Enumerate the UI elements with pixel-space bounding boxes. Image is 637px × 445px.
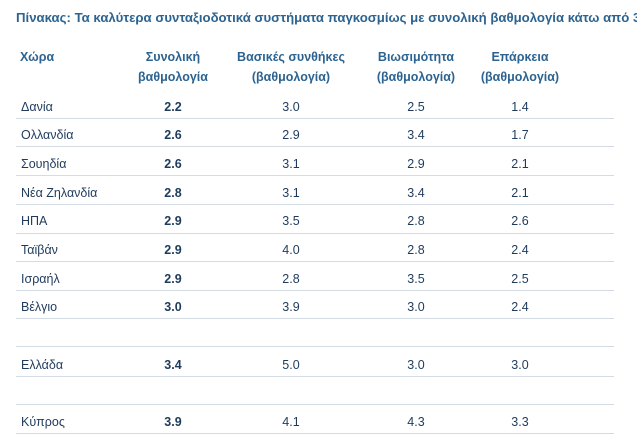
cell-country: Κύπρος <box>21 415 65 429</box>
table-row: Νέα Ζηλανδία 2.8 3.1 3.4 2.1 <box>0 185 637 211</box>
cell-basic: 3.1 <box>282 157 300 171</box>
row-divider <box>16 261 614 262</box>
cell-basic: 3.9 <box>282 300 300 314</box>
table-row: Ελλάδα 3.4 5.0 3.0 3.0 <box>0 357 637 383</box>
header-sustainability-line1: Βιωσιμότητα <box>377 50 455 64</box>
cell-sustainability: 2.8 <box>407 243 425 257</box>
cell-basic: 3.0 <box>282 100 300 114</box>
cell-country: Ελλάδα <box>21 358 64 372</box>
cell-country: Ταϊβάν <box>21 243 58 257</box>
cell-basic: 3.5 <box>282 214 300 228</box>
table-row: Ταϊβάν 2.9 4.0 2.8 2.4 <box>0 242 637 268</box>
cell-basic: 3.1 <box>282 186 300 200</box>
row-divider <box>16 318 614 319</box>
cell-country: Δανία <box>21 100 53 114</box>
header-adequacy: Επάρκεια (βαθμολογία) <box>470 47 570 87</box>
cell-basic: 2.9 <box>282 128 300 142</box>
row-divider <box>16 118 614 119</box>
header-country-label: Χώρα <box>20 50 55 64</box>
cell-adequacy: 1.4 <box>511 100 529 114</box>
cell-total: 2.9 <box>164 243 182 257</box>
cell-basic: 5.0 <box>282 358 300 372</box>
row-divider <box>16 233 614 234</box>
cell-sustainability: 3.4 <box>407 186 425 200</box>
cell-sustainability: 3.0 <box>407 358 425 372</box>
cell-country: Νέα Ζηλανδία <box>21 186 98 200</box>
cell-adequacy: 2.1 <box>511 186 529 200</box>
cell-sustainability: 3.5 <box>407 272 425 286</box>
table-row: Ισραήλ 2.9 2.8 3.5 2.5 <box>0 271 637 297</box>
cell-adequacy: 3.3 <box>511 415 529 429</box>
cell-total: 3.4 <box>164 358 182 372</box>
cell-adequacy: 2.1 <box>511 157 529 171</box>
header-sustainability: Βιωσιμότητα (βαθμολογία) <box>360 47 472 87</box>
table-row: Ολλανδία 2.6 2.9 3.4 1.7 <box>0 127 637 153</box>
cell-total: 2.8 <box>164 186 182 200</box>
cell-country: Ισραήλ <box>21 272 60 286</box>
row-divider <box>16 433 614 434</box>
row-divider <box>16 346 614 347</box>
header-total: Συνολική βαθμολογία <box>128 47 218 87</box>
row-divider <box>16 175 614 176</box>
cell-sustainability: 2.5 <box>407 100 425 114</box>
row-divider <box>16 290 614 291</box>
cell-total: 2.6 <box>164 157 182 171</box>
cell-total: 2.6 <box>164 128 182 142</box>
row-divider <box>16 376 614 377</box>
cell-basic: 4.0 <box>282 243 300 257</box>
row-divider <box>16 204 614 205</box>
header-basic-line1: Βασικές συνθήκες <box>237 50 345 64</box>
header-adequacy-line2: (βαθμολογία) <box>480 70 560 84</box>
cell-country: Σουηδία <box>21 157 67 171</box>
cell-total: 2.9 <box>164 272 182 286</box>
row-divider <box>16 146 614 147</box>
table-header: Χώρα Συνολική βαθμολογία Βασικές συνθήκε… <box>0 47 637 87</box>
cell-adequacy: 2.5 <box>511 272 529 286</box>
cell-adequacy: 2.4 <box>511 300 529 314</box>
cell-sustainability: 2.9 <box>407 157 425 171</box>
cell-sustainability: 2.8 <box>407 214 425 228</box>
cell-basic: 4.1 <box>282 415 300 429</box>
table-title: Πίνακας: Τα καλύτερα συνταξιοδοτικά συστ… <box>16 10 637 25</box>
header-total-line1: Συνολική <box>145 50 201 64</box>
header-basic: Βασικές συνθήκες (βαθμολογία) <box>222 47 360 87</box>
row-divider <box>16 404 614 405</box>
cell-country: Βέλγιο <box>21 300 58 314</box>
header-sustainability-line2: (βαθμολογία) <box>376 70 456 84</box>
cell-sustainability: 3.0 <box>407 300 425 314</box>
header-basic-line2: (βαθμολογία) <box>251 70 331 84</box>
cell-adequacy: 2.6 <box>511 214 529 228</box>
table-row: Δανία 2.2 3.0 2.5 1.4 <box>0 99 637 125</box>
cell-total: 2.9 <box>164 214 182 228</box>
header-total-line2: βαθμολογία <box>138 70 208 84</box>
table-row: Κύπρος 3.9 4.1 4.3 3.3 <box>0 414 637 440</box>
table-row: Βέλγιο 3.0 3.9 3.0 2.4 <box>0 299 637 325</box>
table-row: ΗΠΑ 2.9 3.5 2.8 2.6 <box>0 213 637 239</box>
cell-basic: 2.8 <box>282 272 300 286</box>
cell-adequacy: 3.0 <box>511 358 529 372</box>
cell-total: 3.9 <box>164 415 182 429</box>
table-row: Σουηδία 2.6 3.1 2.9 2.1 <box>0 156 637 182</box>
cell-sustainability: 4.3 <box>407 415 425 429</box>
cell-adequacy: 1.7 <box>511 128 529 142</box>
header-adequacy-line1: Επάρκεια <box>491 50 549 64</box>
cell-total: 2.2 <box>164 100 182 114</box>
cell-adequacy: 2.4 <box>511 243 529 257</box>
header-country: Χώρα <box>20 47 54 67</box>
cell-total: 3.0 <box>164 300 182 314</box>
cell-sustainability: 3.4 <box>407 128 425 142</box>
cell-country: ΗΠΑ <box>21 214 48 228</box>
cell-country: Ολλανδία <box>21 128 74 142</box>
